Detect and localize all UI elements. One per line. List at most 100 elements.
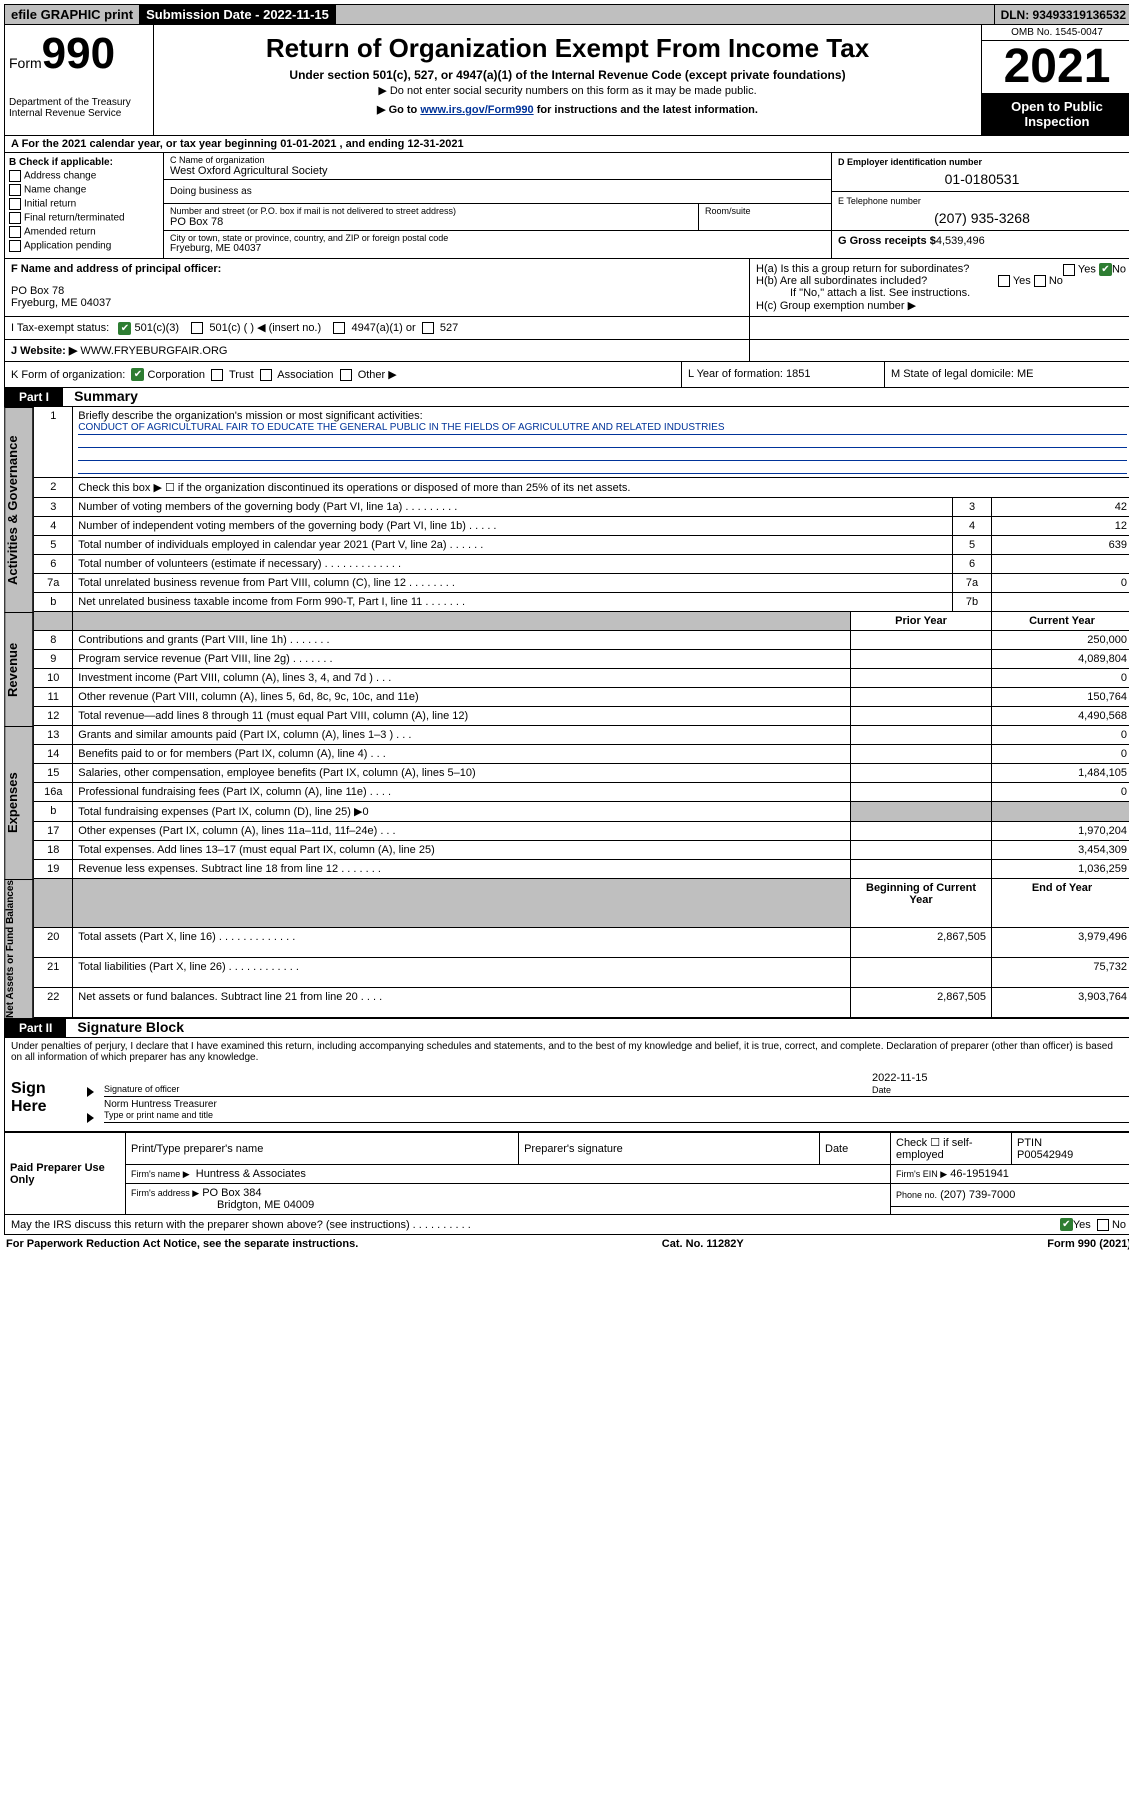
chk-4947[interactable] [333, 322, 345, 334]
part2-title: Signature Block [69, 1019, 184, 1035]
discuss-no[interactable] [1097, 1219, 1109, 1231]
hb-yes[interactable] [998, 275, 1010, 287]
efile-print[interactable]: efile GRAPHIC print [5, 5, 140, 24]
tax-year: 2021 [982, 41, 1129, 93]
perjury-declaration: Under penalties of perjury, I declare th… [5, 1038, 1129, 1066]
form-label: Form [9, 55, 42, 71]
chk-app-pending[interactable] [9, 240, 21, 252]
chk-other[interactable] [340, 369, 352, 381]
chk-initial-return[interactable] [9, 198, 21, 210]
val-7a: 0 [992, 574, 1129, 593]
preparer-name-hdr: Print/Type preparer's name [126, 1133, 519, 1165]
val-22p: 2,867,505 [851, 988, 992, 1018]
room-suite: Room/suite [699, 204, 831, 230]
form-of-organization: K Form of organization: ✔ Corporation Tr… [5, 362, 681, 388]
chk-501c3[interactable]: ✔ [118, 322, 131, 335]
dln: DLN: 93493319136532 [995, 5, 1129, 24]
line-2: Check this box ▶ ☐ if the organization d… [73, 478, 1129, 498]
val-19c: 1,036,259 [992, 860, 1129, 879]
entity-info-block: B Check if applicable: Address change Na… [4, 153, 1129, 259]
check-if-applicable: B Check if applicable: Address change Na… [5, 153, 164, 258]
chk-name-change[interactable] [9, 184, 21, 196]
paid-preparer-label: Paid Preparer Use Only [5, 1133, 126, 1215]
part2-header: Part II [5, 1019, 66, 1037]
chk-amended[interactable] [9, 226, 21, 238]
firm-phone-row: Phone no. (207) 739-7000 [891, 1184, 1129, 1207]
street-value: PO Box 78 [170, 216, 692, 228]
signature-line[interactable]: Signature of officer [104, 1073, 866, 1097]
chk-corporation[interactable]: ✔ [131, 368, 144, 381]
org-name-box: C Name of organization West Oxford Agric… [164, 153, 831, 180]
discuss-yes[interactable]: ✔ [1060, 1218, 1073, 1231]
val-3: 42 [992, 498, 1129, 517]
firm-address-row: Firm's address ▶ PO Box 384 Bridgton, ME… [126, 1184, 891, 1215]
ha-no-checked[interactable]: ✔ [1099, 263, 1112, 276]
status-website-block: I Tax-exempt status: ✔ 501(c)(3) 501(c) … [4, 317, 1129, 388]
val-12c: 4,490,568 [992, 707, 1129, 726]
form-page: Form 990 (2021) [1047, 1238, 1129, 1250]
signature-block: Under penalties of perjury, I declare th… [4, 1038, 1129, 1132]
ha-yes[interactable] [1063, 264, 1075, 276]
ptin-box: PTINP00542949 [1012, 1133, 1129, 1165]
chk-association[interactable] [260, 369, 272, 381]
city-value: Fryeburg, ME 04037 [170, 243, 825, 254]
val-18c: 3,454,309 [992, 841, 1129, 860]
website-value: WWW.FRYEBURGFAIR.ORG [80, 345, 227, 357]
cat-no: Cat. No. 11282Y [662, 1238, 744, 1250]
summary-net-assets: Beginning of Current YearEnd of Year 20T… [33, 879, 1129, 1018]
irs-link[interactable]: www.irs.gov/Form990 [420, 104, 533, 116]
val-17c: 1,970,204 [992, 822, 1129, 841]
right-info-col: D Employer identification number 01-0180… [831, 153, 1129, 258]
tab-expenses: Expenses [4, 726, 33, 879]
part2-bar: Part II Signature Block [4, 1018, 1129, 1038]
part1-bar: Part I Summary [4, 388, 1129, 407]
note-goto: ▶ Go to www.irs.gov/Form990 for instruct… [158, 103, 977, 116]
tab-activities: Activities & Governance [4, 407, 33, 612]
paid-preparer-table: Paid Preparer Use Only Print/Type prepar… [4, 1132, 1129, 1215]
arrow-icon [87, 1113, 102, 1123]
val-6 [992, 555, 1129, 574]
form-number-box: Form990 Department of the Treasury Inter… [5, 25, 154, 135]
tab-revenue: Revenue [4, 612, 33, 726]
self-employed-chk[interactable]: Check ☐ if self-employed [891, 1133, 1012, 1165]
org-name: West Oxford Agricultural Society [170, 165, 825, 177]
chk-final-return[interactable] [9, 212, 21, 224]
firm-name-row: Firm's name ▶ Huntress & Associates [126, 1165, 891, 1184]
col-b-header: B Check if applicable: [9, 157, 159, 168]
val-20c: 3,979,496 [992, 927, 1129, 957]
ein-value: 01-0180531 [838, 167, 1126, 187]
val-8c: 250,000 [992, 631, 1129, 650]
form-subtitle: Under section 501(c), 527, or 4947(a)(1)… [158, 68, 977, 82]
val-7b [992, 593, 1129, 612]
header-title-box: Return of Organization Exempt From Incom… [154, 25, 981, 135]
val-5: 639 [992, 536, 1129, 555]
tax-year-range: A For the 2021 calendar year, or tax yea… [4, 136, 1129, 153]
firm-ein-row: Firm's EIN ▶ 46-1951941 [891, 1165, 1129, 1184]
val-22c: 3,903,764 [992, 988, 1129, 1018]
val-16ac: 0 [992, 783, 1129, 802]
val-13c: 0 [992, 726, 1129, 745]
ein-box: D Employer identification number 01-0180… [832, 153, 1129, 192]
tab-net-assets: Net Assets or Fund Balances [4, 879, 33, 1018]
chk-527[interactable] [422, 322, 434, 334]
val-20p: 2,867,505 [851, 927, 992, 957]
principal-officer: F Name and address of principal officer:… [5, 259, 750, 316]
pra-notice: For Paperwork Reduction Act Notice, see … [6, 1238, 358, 1250]
website-row: J Website: ▶ WWW.FRYEBURGFAIR.ORG [5, 340, 749, 361]
val-14c: 0 [992, 745, 1129, 764]
chk-trust[interactable] [211, 369, 223, 381]
irs-discuss-row: May the IRS discuss this return with the… [4, 1215, 1129, 1235]
hb-no[interactable] [1034, 275, 1046, 287]
officer-name-line: Norm Huntress TreasurerType or print nam… [104, 1099, 1129, 1123]
omb-number: OMB No. 1545-0047 [982, 25, 1129, 41]
val-4: 12 [992, 517, 1129, 536]
gross-receipts-box: G Gross receipts $4,539,496 [832, 231, 1129, 251]
chk-address-change[interactable] [9, 170, 21, 182]
summary-governance: 1 Briefly describe the organization's mi… [33, 407, 1129, 612]
street-box: Number and street (or P.O. box if mail i… [164, 204, 699, 230]
officer-group-row: F Name and address of principal officer:… [4, 259, 1129, 317]
chk-501c[interactable] [191, 322, 203, 334]
sig-date: 2022-11-15Date [866, 1072, 1129, 1097]
topbar-spacer [336, 5, 995, 24]
val-10c: 0 [992, 669, 1129, 688]
